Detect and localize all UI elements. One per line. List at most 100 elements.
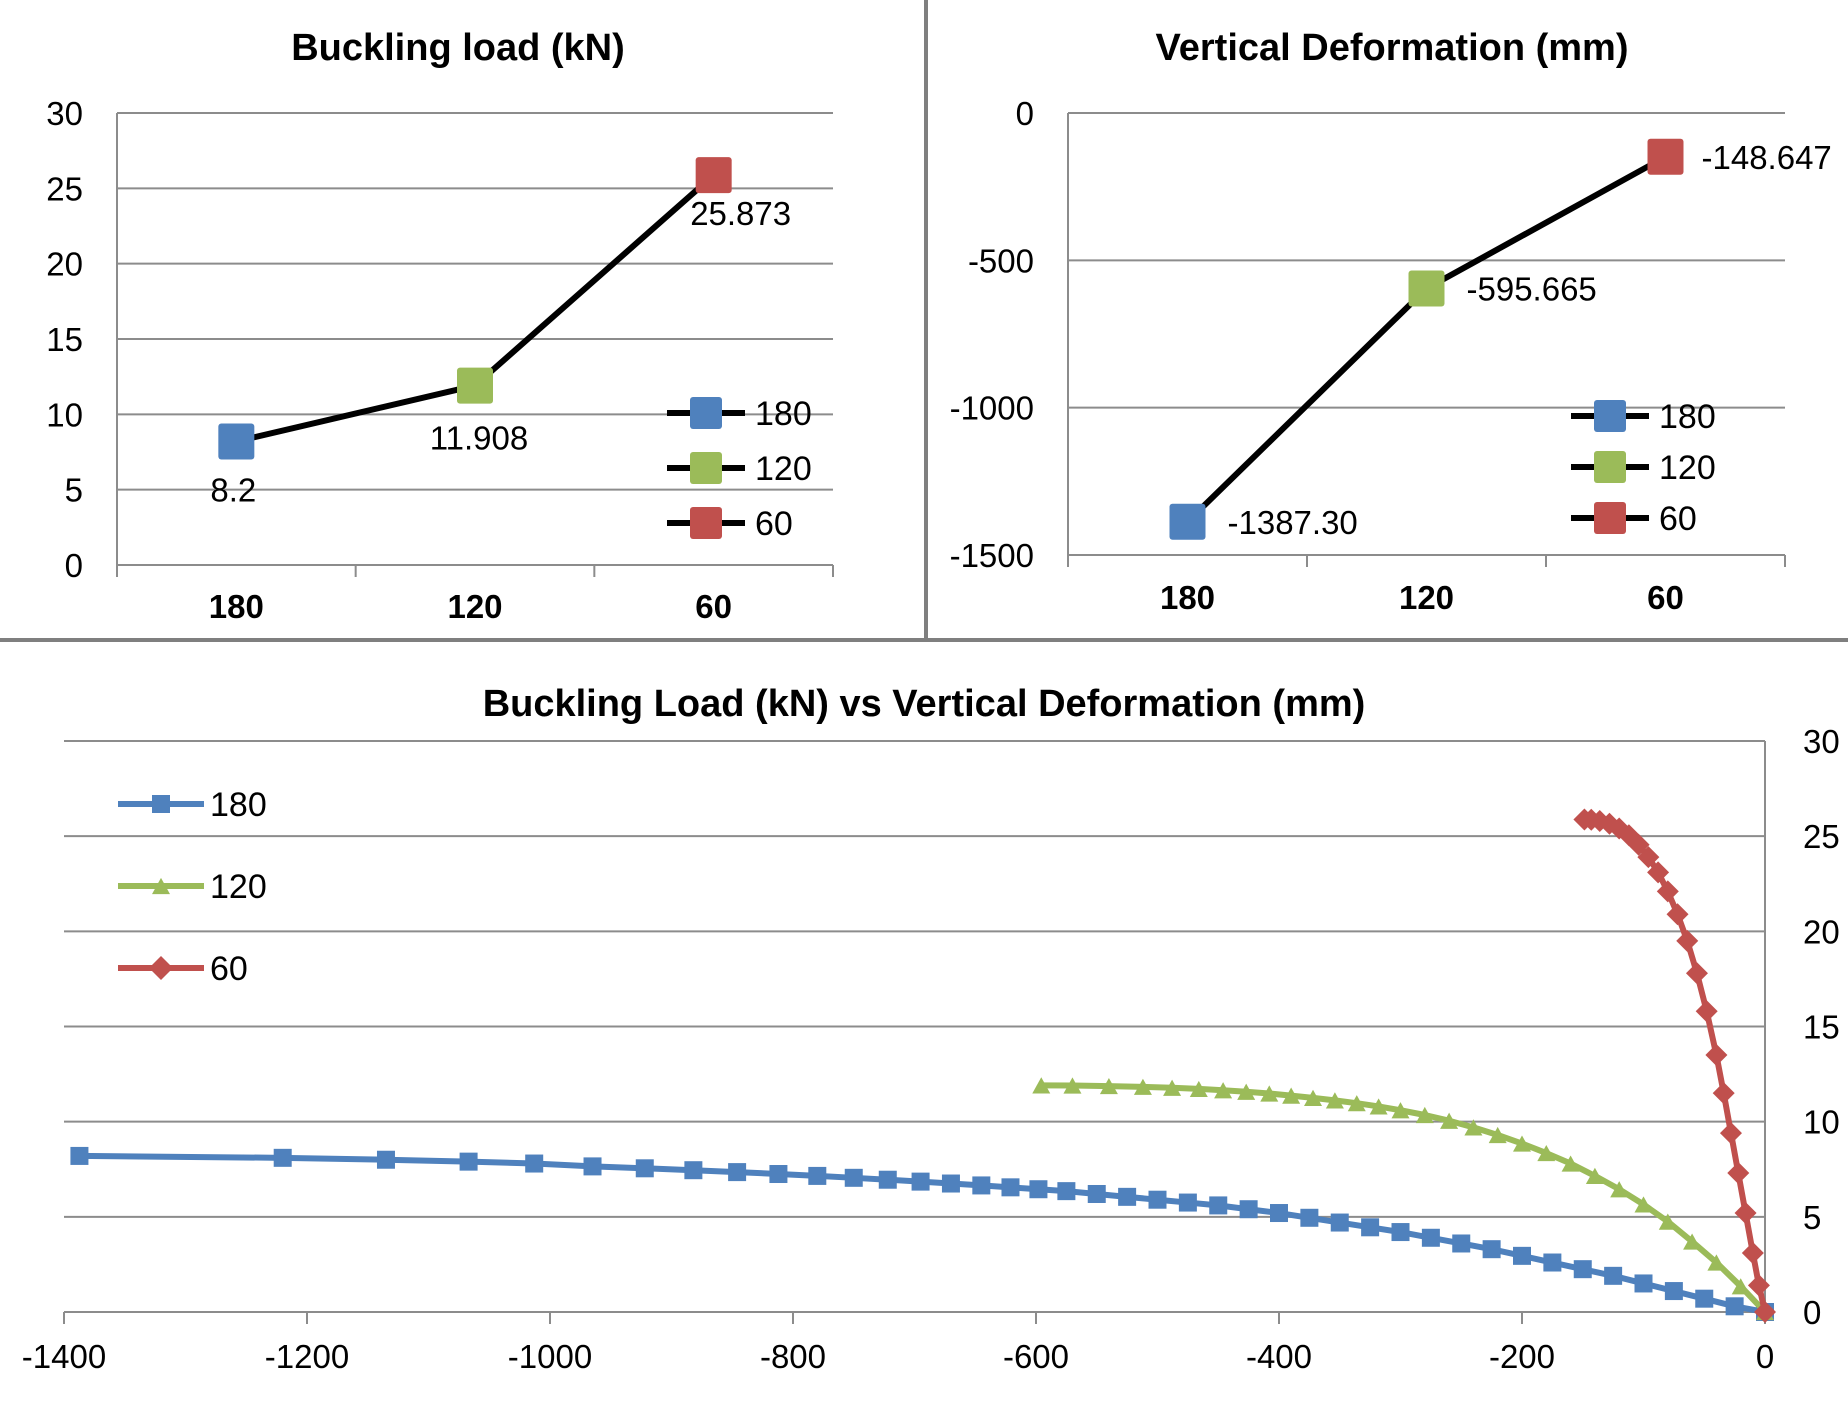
data-point-marker: [1695, 1000, 1718, 1023]
data-point-marker: [376, 1150, 395, 1169]
y-tick-label: 25: [46, 170, 83, 207]
x-tick-label: -1400: [22, 1338, 106, 1375]
legend-label: 120: [755, 450, 812, 488]
x-tick-label: -800: [760, 1338, 826, 1375]
data-point-marker: [1099, 1077, 1118, 1095]
data-point-marker: [1415, 1106, 1434, 1124]
series-120: [1032, 1077, 1774, 1321]
data-point-marker: [1647, 138, 1684, 175]
data-point-marker: [1585, 1167, 1604, 1185]
chart-vertical-deformation: Vertical Deformation (mm) 0 -500 -1000 -150…: [950, 27, 1832, 616]
data-point-marker: [769, 1165, 788, 1184]
data-point-marker: [1391, 1223, 1410, 1242]
data-point-marker: [1169, 503, 1206, 540]
data-point-marker: [1325, 1092, 1344, 1109]
y-tick-label: 15: [1803, 1009, 1840, 1046]
data-point-marker: [695, 157, 732, 194]
data-label: 25.873: [690, 195, 791, 232]
data-label: -148.647: [1702, 139, 1832, 176]
data-point-marker: [1731, 1278, 1750, 1295]
data-point-marker: [1189, 1080, 1208, 1098]
data-point-marker: [1712, 1082, 1735, 1105]
data-point-marker: [1214, 1082, 1233, 1099]
data-point-marker: [1488, 1126, 1507, 1144]
data-point-marker: [1057, 1182, 1076, 1201]
data-point-marker: [1163, 1079, 1182, 1096]
legend-marker: [1594, 502, 1626, 534]
data-point-marker: [635, 1159, 654, 1178]
legend-label: 180: [210, 786, 267, 824]
y-tick-label: 10: [46, 396, 83, 433]
data-point-marker: [1300, 1208, 1319, 1227]
data-point-marker: [1666, 903, 1689, 926]
data-point-marker: [728, 1163, 747, 1182]
data-point-marker: [1634, 1196, 1653, 1213]
data-point-marker: [218, 423, 255, 460]
series-60: [1573, 808, 1776, 1323]
data-point-marker: [1237, 1083, 1256, 1100]
legend-label: 120: [1659, 449, 1716, 487]
y-tick-label: 0: [1803, 1294, 1821, 1331]
legend-marker: [690, 507, 722, 539]
data-point-marker: [1482, 1240, 1501, 1259]
data-point-marker: [1637, 846, 1660, 869]
data-point-marker: [1001, 1178, 1020, 1197]
legend-label: 120: [210, 868, 267, 906]
data-point-marker: [1741, 1241, 1764, 1264]
data-point-marker: [1610, 1181, 1629, 1198]
legend-label: 180: [755, 395, 812, 433]
series-180: [70, 1146, 1774, 1321]
data-point-marker: [684, 1161, 703, 1180]
data-point-marker: [1676, 929, 1699, 952]
data-point-marker: [1118, 1187, 1137, 1206]
y-tick-label: -1000: [950, 390, 1034, 427]
data-point-marker: [1683, 1233, 1702, 1250]
data-point-marker: [1347, 1095, 1366, 1112]
data-point-marker: [1209, 1196, 1228, 1215]
chart-load-vs-deformation: Buckling Load (kN) vs Vertical Deformati…: [22, 683, 1840, 1375]
y-tick-label: 5: [65, 472, 83, 509]
y-tick-label: 5: [1803, 1199, 1821, 1236]
data-point-marker: [1178, 1193, 1197, 1212]
data-point-marker: [1695, 1289, 1714, 1308]
legend-marker: [152, 795, 170, 813]
y-tick-label: 30: [46, 95, 83, 132]
x-tick-label: -600: [1003, 1338, 1069, 1375]
data-point-marker: [1464, 1119, 1483, 1136]
data-point-marker: [972, 1176, 991, 1195]
data-point-marker: [1391, 1102, 1410, 1119]
data-point-marker: [1685, 962, 1708, 985]
chart2-title: Vertical Deformation (mm): [1156, 27, 1629, 69]
data-point-marker: [1260, 1085, 1279, 1102]
legend-label: 180: [1659, 398, 1716, 436]
data-point-marker: [1747, 1274, 1770, 1297]
data-point-marker: [1148, 1190, 1167, 1209]
data-point-marker: [1537, 1144, 1556, 1162]
data-point-marker: [1754, 1301, 1776, 1323]
legend-marker: [690, 397, 722, 429]
data-point-marker: [457, 367, 493, 404]
data-point-marker: [1634, 1274, 1653, 1293]
data-point-marker: [878, 1170, 897, 1189]
y-tick-label: 20: [46, 246, 83, 283]
data-point-marker: [941, 1174, 960, 1193]
data-point-marker: [273, 1148, 292, 1167]
y-tick-label: 0: [1016, 95, 1034, 132]
data-label: -595.665: [1467, 271, 1597, 308]
data-point-marker: [1734, 1202, 1757, 1225]
data-label: 8.2: [210, 471, 256, 508]
data-point-marker: [1604, 1266, 1623, 1285]
data-point-marker: [844, 1168, 863, 1187]
data-point-marker: [911, 1172, 930, 1191]
data-point-marker: [1304, 1089, 1323, 1106]
data-point-marker: [1513, 1246, 1531, 1265]
y-tick-label: 10: [1803, 1104, 1840, 1141]
data-point-marker: [1440, 1112, 1459, 1129]
data-point-marker: [459, 1152, 478, 1171]
data-point-marker: [1664, 1282, 1683, 1301]
data-point-marker: [808, 1166, 827, 1185]
legend-label: 60: [210, 950, 248, 988]
legend-marker: [1594, 451, 1626, 483]
data-point-marker: [1719, 1122, 1742, 1145]
